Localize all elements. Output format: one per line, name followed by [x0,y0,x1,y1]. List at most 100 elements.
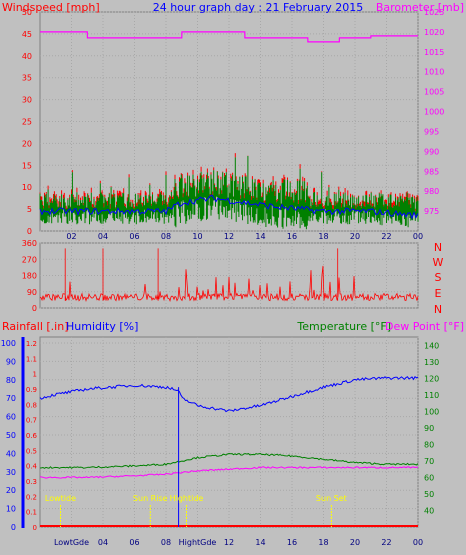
temperature-tick-label: 100 [424,407,439,416]
compass-label: S [435,271,442,284]
rainfall-label: Rainfall [.in] [2,320,69,333]
rain-tick-label: 0.2 [26,493,37,501]
rain-tick-label: 0.6 [26,432,38,440]
wind-tick-label: 35 [22,74,32,83]
direction-series [39,248,419,303]
wind-x-axis-labels: 02 04 06 08 10 12 14 16 18 20 22 00 [66,232,423,241]
humidity-label: Humidity [%] [66,320,138,333]
temperature-x-tick-label: 04 [98,538,108,547]
wind-tick-label: 40 [22,52,32,61]
wind-x-tick-label: 18 [318,232,328,241]
temperature-x-tick-label: 14 [255,538,265,547]
temperature-x-tick-label: 22 [381,538,391,547]
wind-tick-label: 45 [22,30,32,39]
barometer-tick-label: 1025 [424,8,444,17]
gust-series [39,153,419,212]
temperature-x-tick-label: 12 [224,538,234,547]
windspeed-label: Windspeed [mph] [2,1,100,14]
temperature-x-tick-label: 08 [161,538,171,547]
barometer-y-axis-labels: 975 980 985 990 995 1000 1005 1010 1015 1020 1025 [424,8,444,216]
direction-tick-label: 270 [22,255,37,264]
temperature-y-axis-labels: 40 50 60 70 80 90 100 110 120 130 140 [424,341,439,515]
humidity-tick-label: 90 [6,357,16,366]
temperature-series [39,452,419,469]
humidity-tick-label: 60 [6,413,16,422]
rain-tick-label: 0.4 [26,463,38,471]
temperature-panel [39,336,419,528]
humidity-tick-label: 80 [6,376,16,385]
wind-x-tick-label: 12 [224,232,234,241]
dewpoint-label: Dew Point [°F] [385,320,464,333]
barometer-tick-label: 995 [424,127,439,136]
barometer-tick-label: 1020 [424,28,444,37]
wind-x-tick-label: 22 [381,232,391,241]
rain-tick-label: 0.8 [26,401,37,409]
dewpoint-series [39,466,419,479]
rain-tick-label: 0.5 [26,447,37,455]
wind-grid [40,11,419,232]
temperature-tick-label: 60 [424,473,434,482]
event-label: Hightide [170,494,204,503]
temperature-tick-label: 40 [424,506,434,515]
rain-tick-label: 0.1 [26,509,37,517]
wind-tick-label: 20 [22,139,32,148]
wind-x-tick-label: 08 [161,232,171,241]
direction-tick-label: 0 [32,304,37,313]
wind-x-tick-label: 04 [98,232,108,241]
rain-tick-label: 1.1 [26,355,37,363]
rain-tick-label: 0.3 [26,478,37,486]
temperature-tick-label: 50 [424,490,434,499]
temperature-tick-label: 80 [424,440,434,449]
direction-series [39,248,419,303]
wind-average-series [39,194,419,220]
temperature-x-tick-label: LowtGde [54,538,89,547]
wind-tick-label: 25 [22,118,32,127]
wind-tick-label: 10 [22,183,32,192]
event-label: Lowtide [45,494,76,503]
humidity-tick-label: 100 [1,339,16,348]
event-markers: Lowtide Sun Rise Hightide Sun Set [45,494,347,527]
temperature-tick-label: 70 [424,457,434,466]
temperature-x-tick-label: 20 [350,538,360,547]
wind-y-axis-labels: 0 5 10 15 20 25 30 35 40 45 50 [22,8,32,236]
temperature-tick-label: 130 [424,358,439,367]
compass-label: N [434,241,442,254]
direction-tick-label: 180 [22,272,37,281]
temperature-series [39,375,419,527]
temperature-x-tick-label: 18 [318,538,328,547]
rain-tick-label: 0.9 [26,386,37,394]
wind-x-tick-label: 14 [255,232,265,241]
wind-tick-label: 50 [22,8,32,17]
wind-tick-label: 30 [22,96,32,105]
humidity-tick-label: 50 [6,431,16,440]
temperature-tick-label: 140 [424,341,439,350]
humidity-tick-label: 40 [6,449,16,458]
barometer-series [40,31,418,43]
humidity-y-axis-labels: 0 10 20 30 40 50 60 70 80 90 100 [1,339,16,532]
temperature-x-tick-label: HightGde [179,538,217,547]
barometer-tick-label: 1000 [424,108,444,117]
barometer-tick-label: 985 [424,167,439,176]
event-label: Sun Set [316,494,347,503]
wind-series [39,31,419,230]
wind-x-tick-label: 06 [129,232,139,241]
direction-y-axis-labels: 360 270 180 90 0 [22,239,37,313]
direction-tick-label: 360 [22,239,37,248]
rain-tick-label: 1 [33,371,37,379]
wind-x-tick-label: 16 [287,232,297,241]
direction-tick-label: 90 [27,288,37,297]
barometer-tick-label: 1010 [424,68,444,77]
temperature-label: Temperature [°F] [296,320,391,333]
humidity-tick-label: 0 [11,523,16,532]
rain-tick-label: 0.7 [26,417,37,425]
barometer-tick-label: 1005 [424,88,444,97]
wind-tick-label: 5 [27,205,32,214]
rain-y-axis-labels: 0 0.1 0.2 0.3 0.4 0.5 0.6 0.7 0.8 0.9 1 1.1 1.2 [26,340,38,532]
compass-label: W [433,256,444,269]
humidity-tick-label: 30 [6,468,16,477]
temperature-tick-label: 110 [424,391,439,400]
graph-title: 24 hour graph day : 21 February 2015 [153,1,364,14]
temperature-tick-label: 120 [424,374,439,383]
event-label: Sun Rise [133,494,168,503]
